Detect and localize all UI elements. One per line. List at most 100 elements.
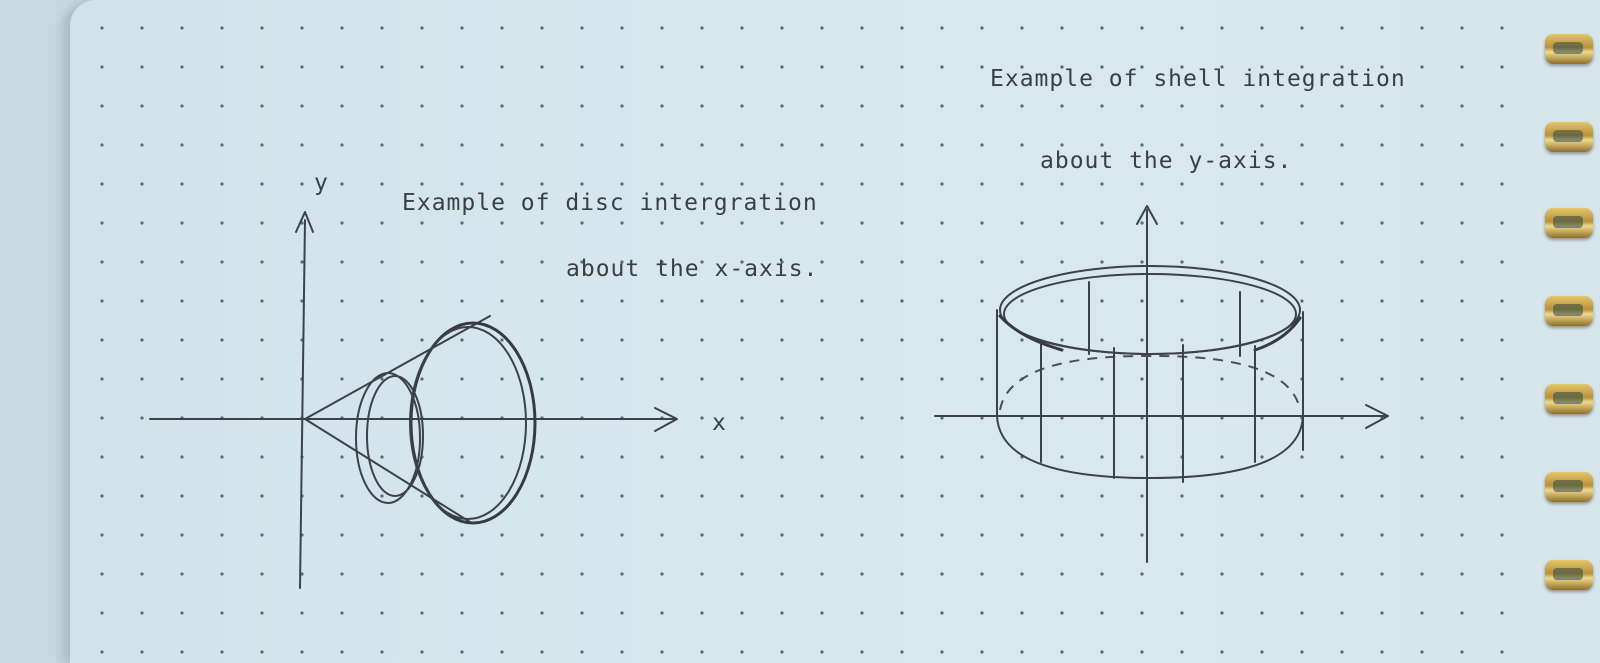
grid-dot xyxy=(340,260,344,264)
shell-integration-sketch xyxy=(934,205,1389,563)
grid-dot xyxy=(980,377,984,381)
grid-dot xyxy=(820,533,824,537)
large-disc xyxy=(409,321,537,525)
grid-dot xyxy=(1500,299,1504,303)
grid-dot xyxy=(740,104,744,108)
grid-dot xyxy=(1060,65,1064,69)
grid-dot xyxy=(1260,299,1264,303)
grid-dot xyxy=(460,533,464,537)
grid-dot xyxy=(700,650,704,654)
grid-dot xyxy=(1380,65,1384,69)
grid-dot xyxy=(980,611,984,615)
grid-dot xyxy=(260,299,264,303)
grid-dot xyxy=(420,143,424,147)
grid-dot xyxy=(460,143,464,147)
grid-dot xyxy=(1300,104,1304,108)
grid-dot xyxy=(1180,494,1184,498)
grid-dot xyxy=(780,182,784,186)
grid-dot xyxy=(380,650,384,654)
small-disc-overlap xyxy=(366,375,424,497)
grid-dot xyxy=(1300,299,1304,303)
grid-dot xyxy=(1100,26,1104,30)
grid-dot xyxy=(660,26,664,30)
grid-dot xyxy=(900,611,904,615)
grid-dot xyxy=(1300,611,1304,615)
grid-dot xyxy=(580,221,584,225)
grid-dot xyxy=(460,299,464,303)
grid-dot xyxy=(580,65,584,69)
grid-dot xyxy=(1420,572,1424,576)
grid-dot xyxy=(1260,533,1264,537)
grid-dot xyxy=(780,572,784,576)
grid-dot xyxy=(700,494,704,498)
grid-dot xyxy=(1260,221,1264,225)
grid-dot xyxy=(340,533,344,537)
grid-dot xyxy=(460,104,464,108)
grid-dot xyxy=(1220,650,1224,654)
grid-dot xyxy=(1060,455,1064,459)
grid-dot xyxy=(540,533,544,537)
grid-dot xyxy=(460,650,464,654)
grid-dot xyxy=(1380,377,1384,381)
grid-dot xyxy=(460,455,464,459)
grid-dot xyxy=(1300,65,1304,69)
grid-dot xyxy=(1220,299,1224,303)
grid-dot xyxy=(300,26,304,30)
grid-dot xyxy=(380,494,384,498)
grid-dot xyxy=(1300,572,1304,576)
grid-dot xyxy=(1260,416,1264,420)
grid-dot xyxy=(1340,533,1344,537)
cylinder-bottom-back xyxy=(999,354,1301,411)
grid-dot xyxy=(940,338,944,342)
grid-dot xyxy=(1420,338,1424,342)
grid-dot xyxy=(1420,377,1424,381)
grid-dot xyxy=(1340,221,1344,225)
grid-dot xyxy=(980,416,984,420)
grid-dot xyxy=(1460,104,1464,108)
grid-dot xyxy=(380,572,384,576)
grid-dot xyxy=(1060,572,1064,576)
grid-dot xyxy=(180,260,184,264)
grid-dot xyxy=(900,221,904,225)
grid-dot xyxy=(940,455,944,459)
grid-dot xyxy=(1300,221,1304,225)
grid-dot xyxy=(140,104,144,108)
grid-dot xyxy=(1300,455,1304,459)
disc-integration-sketch xyxy=(149,211,678,589)
grid-dot xyxy=(380,338,384,342)
grid-dot xyxy=(1220,455,1224,459)
grid-dot xyxy=(460,338,464,342)
grid-dot xyxy=(780,221,784,225)
grid-dot xyxy=(740,182,744,186)
grid-dot xyxy=(660,494,664,498)
grid-dot xyxy=(580,572,584,576)
grid-dot xyxy=(1100,104,1104,108)
grid-dot xyxy=(340,182,344,186)
grid-dot xyxy=(500,533,504,537)
grid-dot xyxy=(140,221,144,225)
grid-dot xyxy=(380,455,384,459)
grid-dot xyxy=(420,377,424,381)
grid-dot xyxy=(300,260,304,264)
grid-dot xyxy=(260,65,264,69)
grid-dot xyxy=(900,455,904,459)
grid-dot xyxy=(860,572,864,576)
grid-dot xyxy=(420,65,424,69)
grid-dot xyxy=(860,299,864,303)
grid-dot xyxy=(260,338,264,342)
grid-dot xyxy=(580,611,584,615)
grid-dot xyxy=(620,104,624,108)
grid-dot xyxy=(660,377,664,381)
grid-dot xyxy=(340,377,344,381)
grid-dot xyxy=(700,338,704,342)
grid-dot xyxy=(220,299,224,303)
grid-dot xyxy=(220,143,224,147)
grid-dot xyxy=(1180,26,1184,30)
grid-dot xyxy=(220,611,224,615)
grid-dot xyxy=(580,299,584,303)
spiral-ring-4 xyxy=(1545,296,1593,326)
grid-dot xyxy=(820,65,824,69)
grid-dot xyxy=(780,611,784,615)
grid-dot xyxy=(1340,104,1344,108)
